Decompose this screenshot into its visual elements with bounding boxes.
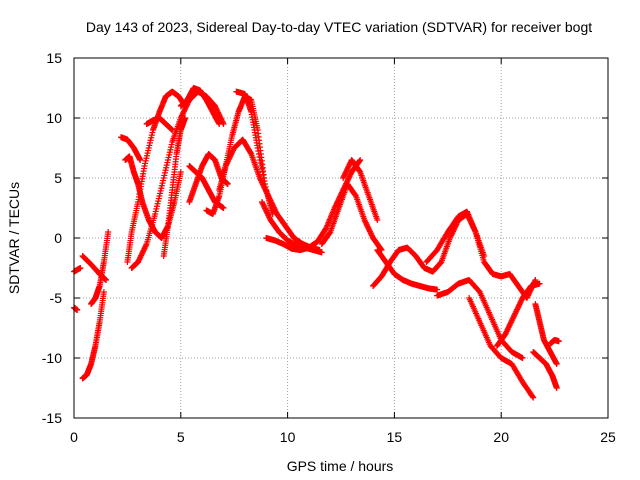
data-point bbox=[529, 393, 536, 400]
series-arc-w bbox=[434, 277, 526, 361]
y-tick-label: 0 bbox=[54, 230, 62, 246]
data-point bbox=[553, 385, 560, 391]
data-point bbox=[137, 157, 144, 163]
chart-title: Day 143 of 2023, Sidereal Day-to-day VTE… bbox=[86, 19, 592, 35]
data-point bbox=[255, 148, 262, 154]
data-point bbox=[224, 181, 231, 187]
data-point bbox=[262, 181, 269, 187]
y-axis-label: SDTVAR / TECUs bbox=[6, 182, 22, 294]
series-arc-ab bbox=[547, 337, 562, 347]
x-tick-label: 10 bbox=[280, 429, 296, 445]
data-point bbox=[530, 394, 537, 401]
data-point bbox=[256, 154, 263, 160]
x-tick-label: 25 bbox=[600, 429, 616, 445]
data-point bbox=[357, 157, 364, 163]
data-point bbox=[259, 169, 266, 175]
data-point bbox=[258, 166, 265, 172]
series-arc-f bbox=[117, 134, 144, 163]
data-point bbox=[269, 211, 276, 217]
data-point bbox=[374, 217, 381, 223]
series-arc-e bbox=[88, 229, 112, 307]
axis-ticks: 0 5 10 15 20 25 -15 -10 -5 0 5 10 15 bbox=[42, 50, 616, 445]
data-point bbox=[220, 205, 227, 211]
y-tick-label: -15 bbox=[42, 410, 62, 426]
series-arc-r bbox=[318, 181, 385, 253]
series-arc-s bbox=[340, 157, 381, 223]
series-arc-b bbox=[71, 304, 81, 313]
data-point bbox=[169, 127, 176, 133]
series-arc-c bbox=[79, 289, 107, 382]
data-point bbox=[519, 355, 526, 361]
data-point bbox=[77, 265, 84, 271]
series-arc-aa bbox=[532, 301, 560, 367]
series-arc-o bbox=[233, 88, 276, 217]
data-point bbox=[555, 338, 562, 345]
data-point bbox=[536, 280, 543, 287]
series-arc-k bbox=[160, 115, 189, 259]
y-tick-label: -5 bbox=[50, 290, 63, 306]
y-tick-label: 15 bbox=[46, 50, 62, 66]
y-tick-label: 5 bbox=[54, 170, 62, 186]
series-arc-ad bbox=[186, 151, 231, 205]
data-point bbox=[261, 178, 268, 184]
x-tick-label: 0 bbox=[70, 429, 78, 445]
data-point bbox=[434, 286, 441, 293]
data-point bbox=[100, 289, 107, 295]
series-arc-n bbox=[216, 136, 323, 253]
y-tick-label: 10 bbox=[46, 110, 62, 126]
x-tick-label: 20 bbox=[493, 429, 509, 445]
series-arc-y bbox=[493, 280, 543, 349]
data-points bbox=[71, 85, 562, 401]
data-point bbox=[103, 277, 110, 283]
series-arc-ac bbox=[177, 85, 223, 127]
data-point bbox=[105, 229, 112, 235]
y-tick-label: -10 bbox=[42, 350, 62, 366]
data-point bbox=[260, 172, 267, 178]
data-point bbox=[260, 175, 267, 181]
data-point bbox=[257, 157, 264, 163]
data-point bbox=[177, 169, 184, 175]
x-tick-label: 15 bbox=[387, 429, 403, 445]
data-point bbox=[74, 307, 81, 313]
series-arc-a bbox=[71, 265, 84, 275]
data-point bbox=[255, 151, 262, 157]
data-point bbox=[143, 242, 150, 249]
data-point bbox=[553, 361, 560, 367]
data-point bbox=[247, 149, 254, 156]
series-arc-x bbox=[466, 295, 537, 401]
data-point bbox=[216, 121, 223, 127]
grid bbox=[74, 58, 608, 418]
data-point bbox=[258, 163, 265, 169]
data-point bbox=[356, 157, 363, 164]
series-arc-j bbox=[143, 115, 176, 133]
data-point bbox=[182, 115, 189, 121]
data-point bbox=[257, 160, 264, 166]
data-point bbox=[254, 145, 261, 151]
x-axis-label: GPS time / hours bbox=[287, 458, 394, 474]
series-arc-z bbox=[530, 349, 560, 391]
series-arc-v bbox=[423, 208, 539, 301]
x-tick-label: 5 bbox=[177, 429, 185, 445]
data-point bbox=[437, 260, 444, 267]
data-point bbox=[318, 249, 325, 256]
data-point bbox=[262, 184, 269, 190]
